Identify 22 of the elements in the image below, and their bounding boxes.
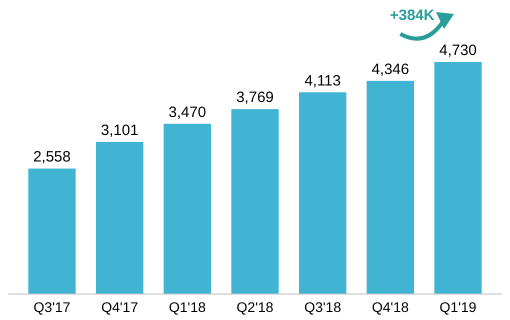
- data-label: 2,558: [33, 148, 71, 166]
- x-tick-label: Q1'18: [168, 299, 206, 315]
- data-label: 4,113: [304, 72, 341, 90]
- x-tick-label: Q4'18: [372, 299, 410, 315]
- bar: [434, 62, 482, 294]
- x-tick-label: Q1'19: [440, 299, 477, 315]
- x-tick-label: Q2'18: [236, 299, 274, 315]
- bar: [96, 142, 144, 294]
- data-label: 3,769: [236, 89, 274, 106]
- data-label: 4,346: [372, 60, 410, 78]
- data-label: 3,101: [100, 122, 138, 139]
- x-tick-label: Q3'18: [304, 299, 342, 315]
- bar: [164, 124, 212, 294]
- bar: [28, 168, 76, 294]
- x-tick-label: Q4'17: [101, 299, 138, 315]
- bar: [231, 109, 279, 294]
- data-label: 3,470: [168, 104, 206, 121]
- data-label: 4,730: [439, 42, 477, 59]
- x-tick-label: Q3'17: [34, 299, 71, 315]
- bar: [366, 80, 414, 294]
- bar: [298, 92, 346, 294]
- text: +384K: [390, 7, 435, 24]
